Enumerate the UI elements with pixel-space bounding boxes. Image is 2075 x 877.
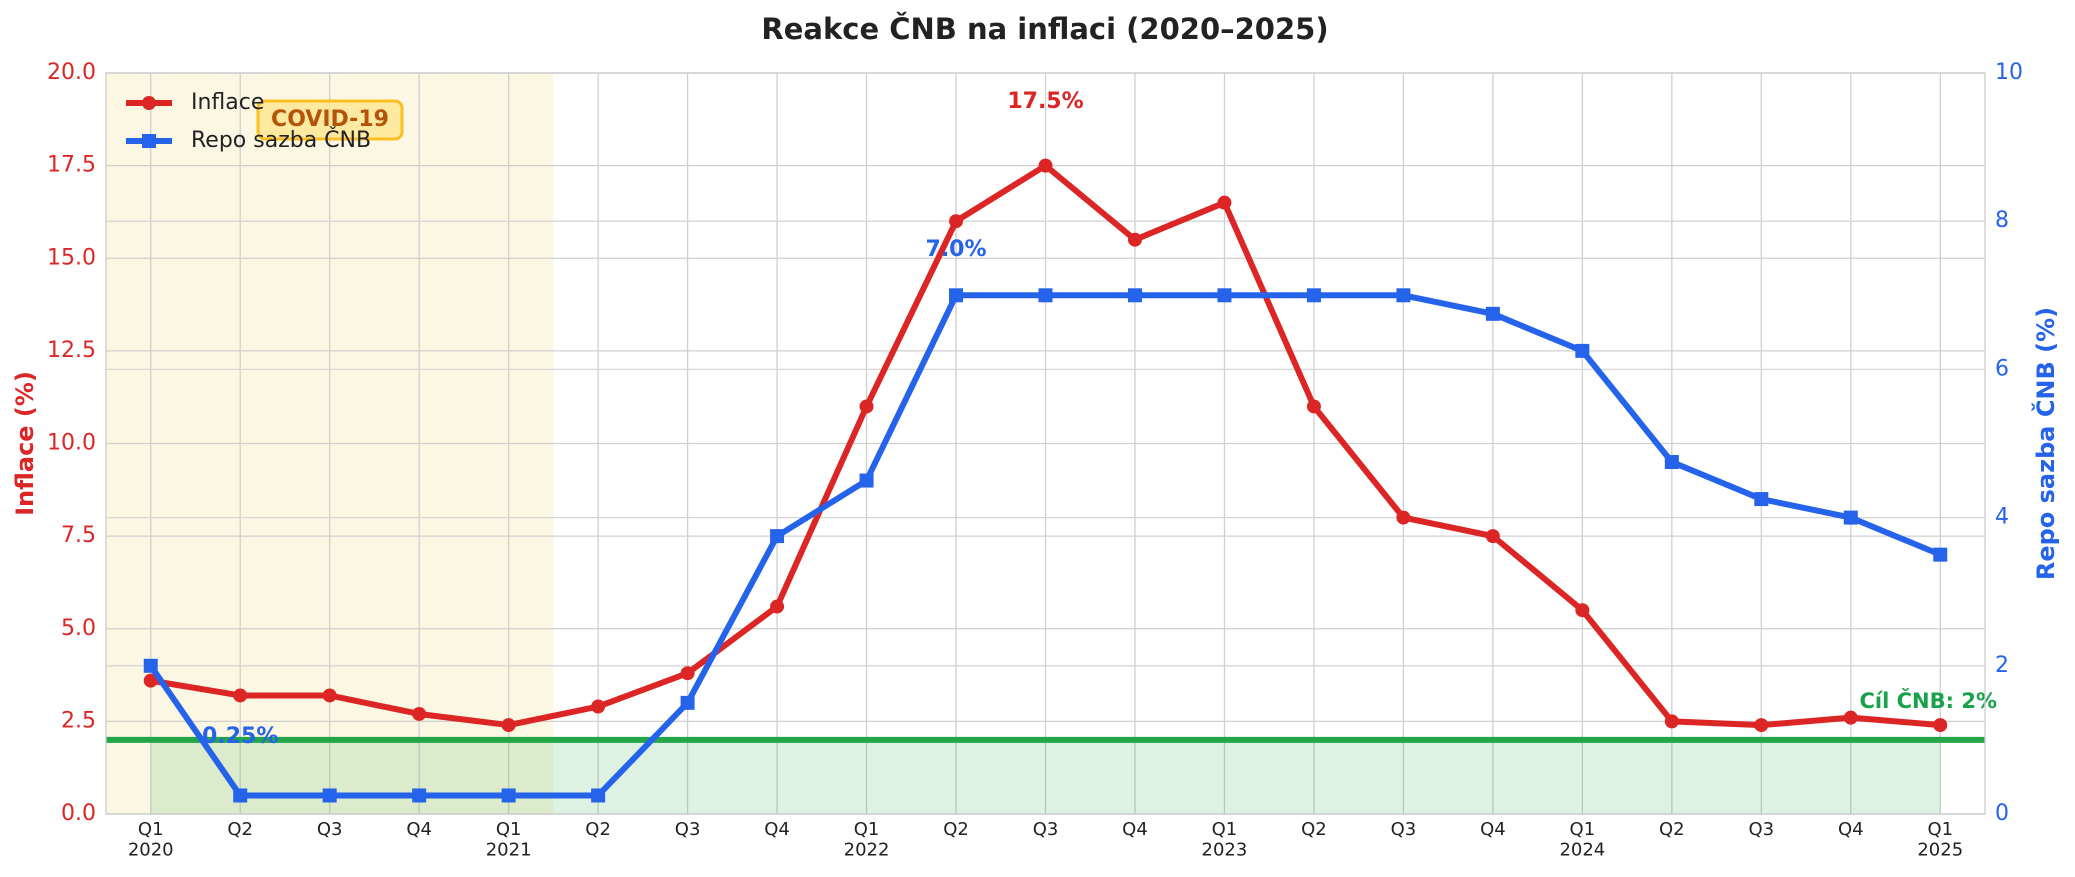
marker bbox=[859, 473, 874, 488]
marker bbox=[322, 688, 337, 703]
y2-tick-label: 2 bbox=[1995, 653, 2009, 678]
y-tick-label: 17.5 bbox=[47, 153, 96, 178]
annotation: 0.25% bbox=[202, 724, 278, 749]
y-axis-label: Inflace (%) bbox=[11, 371, 39, 516]
marker bbox=[1575, 603, 1590, 618]
marker bbox=[1038, 288, 1053, 303]
marker bbox=[1127, 288, 1142, 303]
marker bbox=[1664, 455, 1679, 470]
marker bbox=[412, 706, 427, 721]
y-tick-label: 12.5 bbox=[47, 338, 96, 363]
y-tick-label: 15.0 bbox=[47, 245, 96, 270]
y2-tick-label: 0 bbox=[1995, 801, 2009, 826]
marker bbox=[233, 688, 248, 703]
x-tick-label: Q4 bbox=[406, 819, 432, 840]
annotation: 17.5% bbox=[1007, 89, 1083, 114]
marker bbox=[859, 399, 874, 414]
legend-marker bbox=[142, 134, 156, 148]
marker bbox=[591, 699, 606, 714]
marker bbox=[501, 788, 516, 803]
marker bbox=[1843, 510, 1858, 525]
y2-tick-label: 8 bbox=[1995, 208, 2009, 233]
x-tick-label: Q1 2024 bbox=[1559, 819, 1605, 861]
x-tick-label: Q1 2025 bbox=[1917, 819, 1963, 861]
x-tick-label: Q2 bbox=[1659, 819, 1685, 840]
marker bbox=[949, 288, 964, 303]
marker bbox=[1306, 288, 1321, 303]
x-tick-label: Q4 bbox=[1838, 819, 1864, 840]
plot-frame bbox=[105, 72, 1986, 815]
marker bbox=[143, 673, 158, 688]
x-tick-label: Q1 2020 bbox=[128, 819, 174, 861]
y2-tick-label: 4 bbox=[1995, 505, 2009, 530]
target-band bbox=[150, 739, 1941, 814]
y-tick-label: 20.0 bbox=[47, 60, 96, 85]
marker bbox=[1754, 718, 1769, 733]
y-tick-label: 2.5 bbox=[61, 708, 96, 733]
x-tick-label: Q1 2021 bbox=[486, 819, 532, 861]
marker bbox=[501, 718, 516, 733]
marker bbox=[591, 788, 606, 803]
x-tick-label: Q1 2022 bbox=[844, 819, 890, 861]
x-tick-label: Q3 bbox=[1748, 819, 1774, 840]
target-label: Cíl ČNB: 2% bbox=[1860, 688, 1997, 713]
x-tick-label: Q3 bbox=[1033, 819, 1059, 840]
y2-tick-label: 10 bbox=[1995, 60, 2023, 85]
marker bbox=[1306, 399, 1321, 414]
x-tick-label: Q2 bbox=[943, 819, 969, 840]
marker bbox=[680, 666, 695, 681]
marker bbox=[1038, 158, 1053, 173]
marker bbox=[412, 788, 427, 803]
marker bbox=[322, 788, 337, 803]
marker bbox=[1664, 714, 1679, 729]
annotation-box bbox=[256, 99, 404, 141]
marker bbox=[680, 695, 695, 710]
x-tick-label: Q4 bbox=[1480, 819, 1506, 840]
marker bbox=[1396, 510, 1411, 525]
marker bbox=[1127, 232, 1142, 247]
x-tick-label: Q2 bbox=[1301, 819, 1327, 840]
marker bbox=[233, 788, 248, 803]
marker bbox=[949, 214, 964, 229]
x-tick-label: Q3 bbox=[1391, 819, 1417, 840]
y2-axis-label: Repo sazba ČNB (%) bbox=[2030, 307, 2060, 580]
marker bbox=[770, 529, 785, 544]
x-tick-label: Q2 bbox=[585, 819, 611, 840]
y-tick-label: 10.0 bbox=[47, 431, 96, 456]
y2-tick-label: 6 bbox=[1995, 356, 2009, 381]
marker bbox=[1843, 710, 1858, 725]
legend-marker bbox=[142, 96, 156, 110]
x-tick-label: Q4 bbox=[764, 819, 790, 840]
marker bbox=[1217, 195, 1232, 210]
x-tick-label: Q2 bbox=[227, 819, 253, 840]
annotation: 7.0% bbox=[926, 237, 987, 262]
x-tick-label: Q4 bbox=[1122, 819, 1148, 840]
y-tick-label: 5.0 bbox=[61, 616, 96, 641]
x-tick-label: Q1 2023 bbox=[1202, 819, 1248, 861]
marker bbox=[1754, 492, 1769, 507]
chart-title: Reakce ČNB na inflaci (2020–2025) bbox=[761, 12, 1328, 46]
legend-label: Repo sazba ČNB bbox=[191, 127, 371, 153]
y-tick-label: 0.0 bbox=[61, 801, 96, 826]
marker bbox=[770, 599, 785, 614]
marker bbox=[1575, 343, 1590, 358]
annotation: COVID-19 bbox=[271, 107, 389, 132]
marker bbox=[1396, 288, 1411, 303]
x-tick-label: Q3 bbox=[317, 819, 343, 840]
marker bbox=[1933, 547, 1948, 562]
marker bbox=[143, 658, 158, 673]
marker bbox=[1933, 718, 1948, 733]
marker bbox=[1485, 306, 1500, 321]
x-tick-label: Q3 bbox=[675, 819, 701, 840]
marker bbox=[1217, 288, 1232, 303]
legend-label: Inflace bbox=[191, 90, 264, 115]
marker bbox=[1485, 529, 1500, 544]
y-tick-label: 7.5 bbox=[61, 523, 96, 548]
